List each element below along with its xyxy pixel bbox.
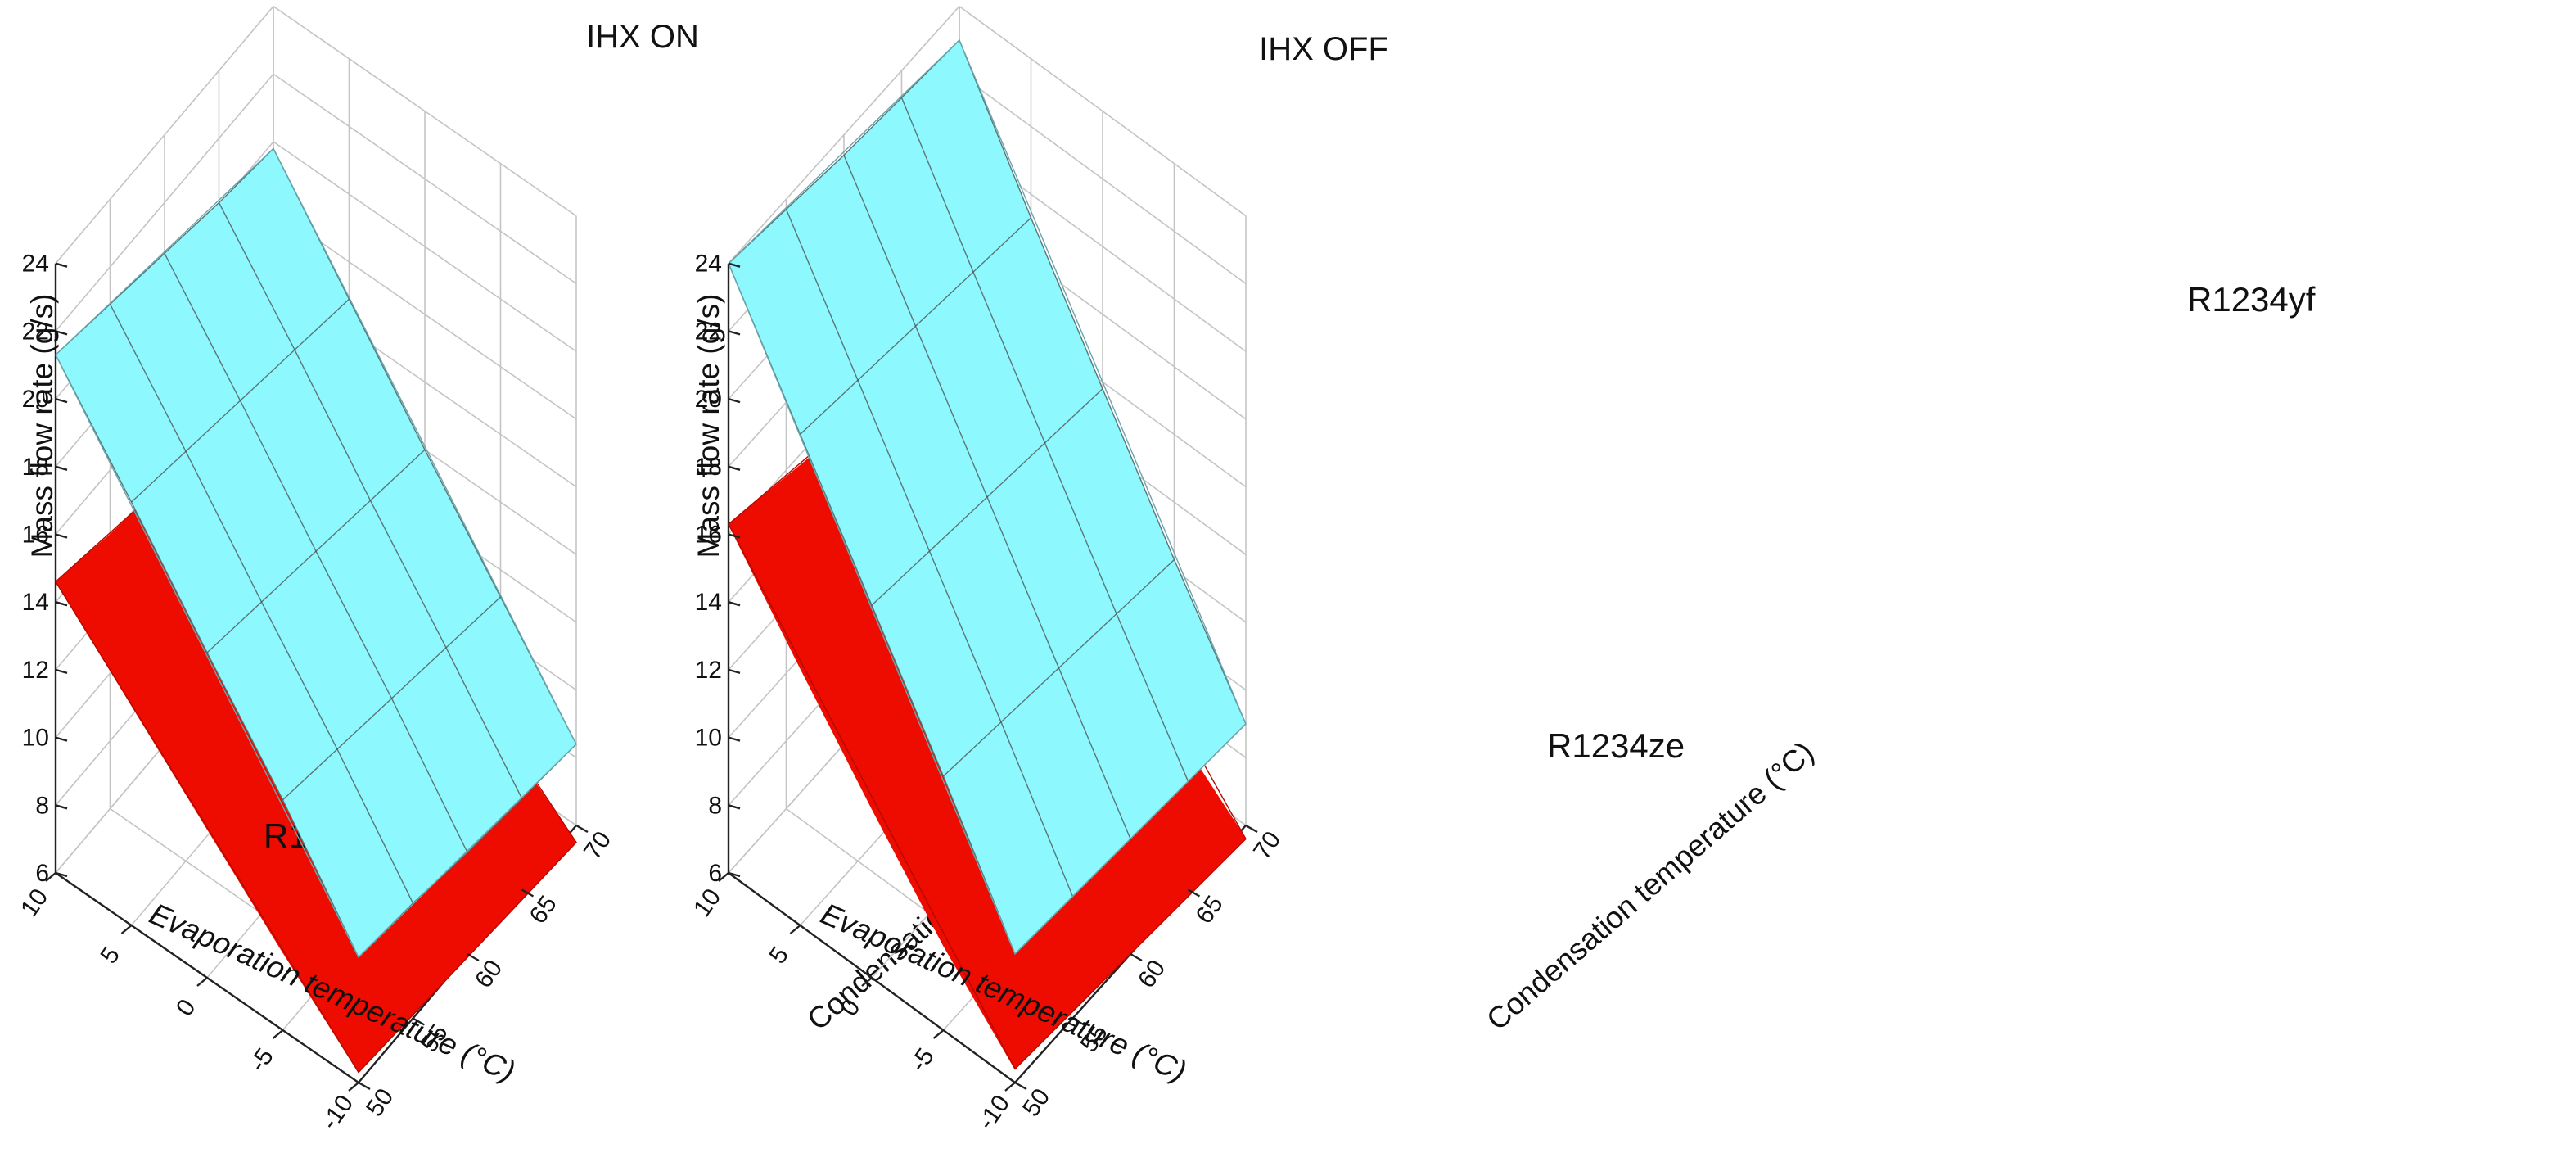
z-tick-label: 24 — [22, 251, 49, 278]
z-tick-label: 12 — [22, 657, 49, 684]
evap-tick-label: -10 — [972, 1090, 1015, 1134]
evap-tick-label: -10 — [316, 1090, 359, 1134]
z-ticks: 6 8 10 12 14 16 18 20 22 24 — [22, 251, 68, 887]
evap-tick-label: 5 — [95, 942, 125, 969]
evap-tick-label: 5 — [764, 942, 794, 969]
surface-upper — [728, 38, 1247, 956]
z-tick-label: 20 — [695, 386, 722, 413]
cond-tick-label: 65 — [525, 891, 562, 929]
surface-label-upper: R1234yf — [2187, 280, 2316, 319]
evap-tick-label: 10 — [16, 884, 53, 921]
chart-title: IHX ON — [586, 19, 699, 55]
z-tick-label: 8 — [708, 792, 722, 819]
cond-tick-label: 50 — [361, 1083, 399, 1121]
cond-axis-label: Condensation temperature (°C) — [1480, 735, 1820, 1038]
z-tick-label: 14 — [695, 589, 722, 616]
z-tick-label: 12 — [695, 657, 722, 684]
evap-tick-label: 10 — [688, 884, 726, 921]
z-tick-label: 24 — [695, 251, 722, 278]
cond-tick-label: 70 — [579, 826, 616, 864]
z-tick-label: 6 — [35, 860, 49, 887]
surface-label-lower: R1234ze — [1547, 726, 1685, 765]
z-tick-label: 22 — [22, 318, 49, 345]
z-tick-label: 10 — [22, 725, 49, 752]
z-ticks: 6 8 10 12 14 16 18 20 22 24 — [695, 251, 741, 887]
z-tick-label: 22 — [695, 318, 722, 345]
chart-title: IHX OFF — [1259, 31, 1388, 67]
panel-ihx-off: R1234ze R1234yf 6 8 10 12 14 16 18 20 22 24 10 50 -5 -1… — [688, 6, 2316, 1135]
z-tick-label: 18 — [22, 454, 49, 481]
cond-tick-label: 50 — [1017, 1083, 1055, 1121]
cond-tick-label: 60 — [470, 955, 508, 992]
cond-tick-label: 65 — [1191, 891, 1229, 929]
cond-tick-label: 70 — [1248, 826, 1286, 864]
evap-tick-label: -5 — [245, 1043, 279, 1077]
z-axis-label: Mass flow rate (g/s) — [25, 294, 59, 558]
z-tick-label: 8 — [35, 792, 49, 819]
surface-upper — [55, 147, 577, 959]
cond-tick-label: 60 — [1133, 955, 1171, 992]
z-tick-label: 14 — [22, 589, 49, 616]
z-tick-label: 18 — [695, 454, 722, 481]
evap-tick-label: -5 — [905, 1043, 940, 1077]
z-axis-label: Mass flow rate (g/s) — [692, 294, 725, 558]
z-tick-label: 20 — [22, 386, 49, 413]
z-tick-label: 16 — [22, 522, 49, 549]
z-tick-label: 16 — [695, 522, 722, 549]
z-tick-label: 10 — [695, 725, 722, 752]
evap-tick-label: 0 — [171, 994, 201, 1021]
z-tick-label: 6 — [708, 860, 722, 887]
